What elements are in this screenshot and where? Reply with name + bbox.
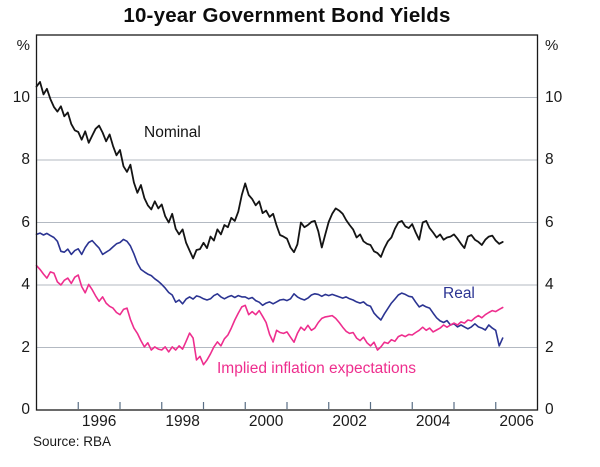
y-axis-label-left-10: 10: [12, 88, 30, 106]
series-label-implied: Implied inflation expectations: [217, 360, 417, 377]
series-line-real: [35, 232, 504, 347]
y-axis-unit-right: %: [545, 37, 559, 54]
x-axis-label-2002: 2002: [332, 413, 367, 430]
chart-title: 10-year Government Bond Yields: [123, 4, 451, 27]
y-axis-label-right-10: 10: [545, 88, 563, 106]
y-axis-unit-left: %: [16, 37, 30, 54]
y-axis-label-left-4: 4: [21, 276, 30, 293]
source-note: Source: RBA: [33, 434, 112, 449]
x-axis-label-2006: 2006: [499, 413, 534, 430]
y-axis-label-left-6: 6: [21, 213, 30, 231]
y-axis-label-right-4: 4: [545, 276, 554, 293]
series-line-implied: [35, 264, 504, 366]
series-label-nominal: Nominal: [144, 124, 201, 141]
series-line-nominal: [35, 81, 504, 260]
x-axis-label-1998: 1998: [165, 413, 200, 430]
y-axis-label-left-0: 0: [21, 401, 30, 418]
y-axis-label-left-8: 8: [21, 151, 30, 168]
plot-border: [35, 34, 539, 411]
y-axis-label-right-6: 6: [545, 213, 554, 231]
x-axis-label-2000: 2000: [248, 413, 284, 430]
y-axis-label-left-2: 2: [21, 338, 30, 356]
y-axis-label-right-2: 2: [545, 338, 554, 356]
y-axis-label-right-8: 8: [545, 151, 554, 168]
y-axis-label-right-0: 0: [545, 401, 554, 418]
x-axis-label-2004: 2004: [415, 413, 451, 430]
series-label-real: Real: [443, 285, 475, 302]
x-axis-label-1996: 1996: [81, 413, 117, 430]
